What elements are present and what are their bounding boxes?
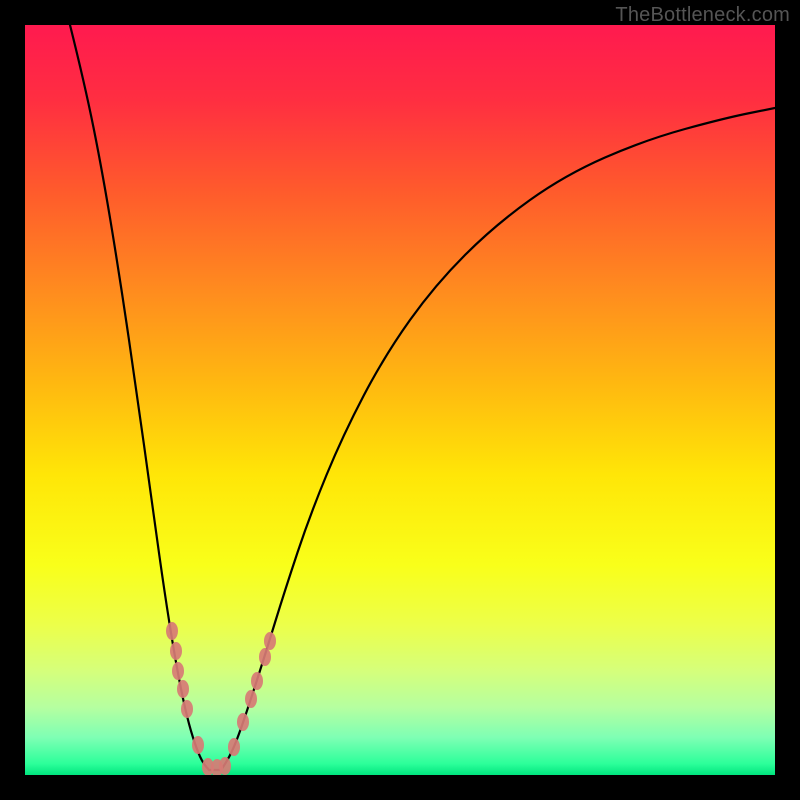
curve-right-branch <box>221 108 775 770</box>
curve-layer <box>25 25 775 775</box>
plot-area <box>25 25 775 775</box>
data-marker <box>181 700 193 718</box>
data-marker <box>172 662 184 680</box>
data-marker <box>166 622 178 640</box>
curve-left-branch <box>70 25 209 770</box>
data-marker <box>228 738 240 756</box>
watermark-text: TheBottleneck.com <box>615 4 790 27</box>
data-marker <box>177 680 189 698</box>
data-marker <box>219 757 231 775</box>
data-marker <box>264 632 276 650</box>
data-marker <box>259 648 271 666</box>
data-marker <box>237 713 249 731</box>
chart-frame: TheBottleneck.com <box>0 0 800 800</box>
data-marker <box>170 642 182 660</box>
data-marker <box>192 736 204 754</box>
data-marker <box>251 672 263 690</box>
data-marker <box>245 690 257 708</box>
